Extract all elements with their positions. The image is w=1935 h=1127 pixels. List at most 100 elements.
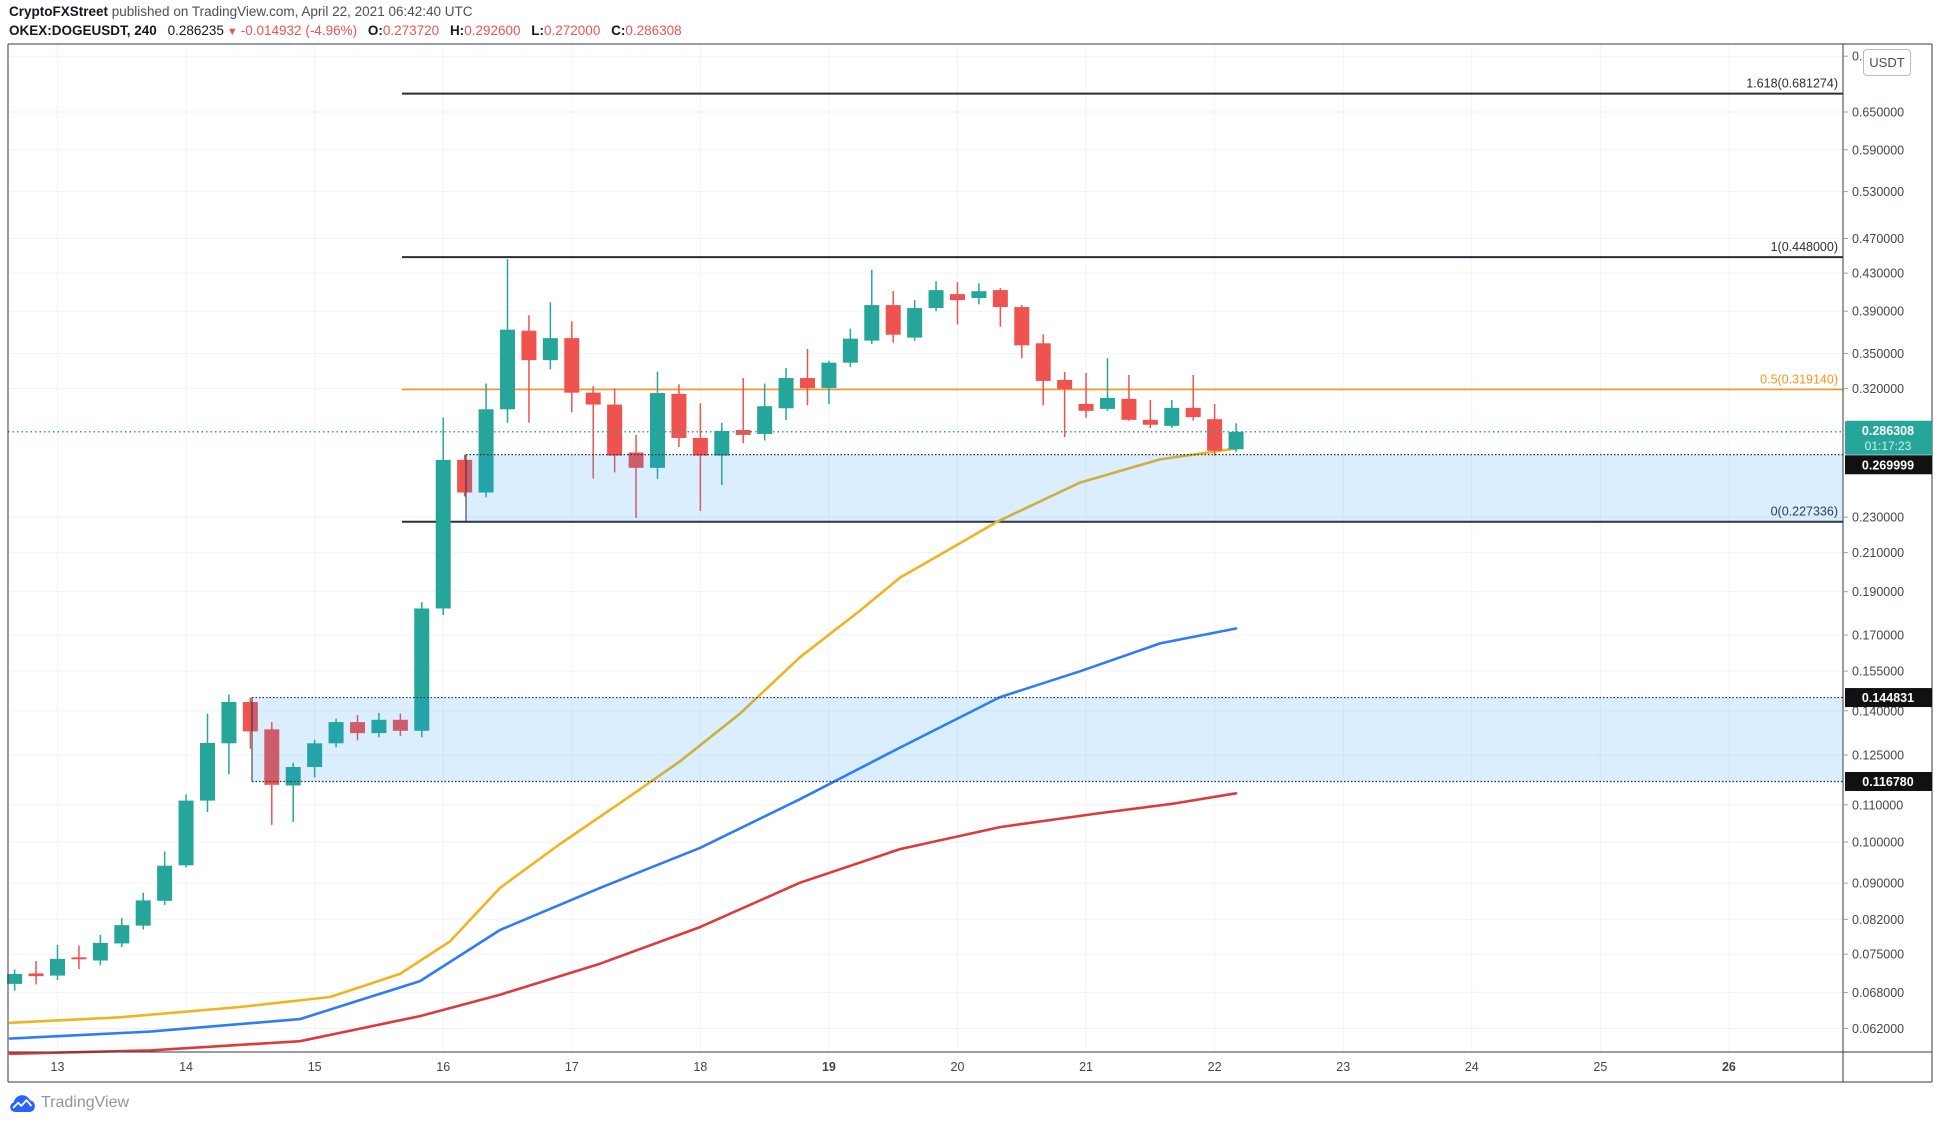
low-value: 0.272000 [544,23,601,38]
price-tick-label: 0.350000 [1852,347,1904,361]
price-tick-label: 0.470000 [1852,232,1904,246]
candle-body [135,900,151,926]
candle-body [714,430,730,456]
fib-label: 1(0.448000) [1771,240,1838,254]
currency-unit-button[interactable]: USDT [1863,49,1911,76]
candle-body [1228,431,1244,450]
candle [157,851,173,905]
candle-body [1057,379,1073,389]
candle [499,259,515,423]
ma-red-line [8,791,1238,1056]
price-tick-label: 0.590000 [1852,143,1904,157]
candle [1057,372,1073,438]
time-tick-label: 18 [693,1060,707,1074]
time-tick-label: 19 [822,1060,836,1074]
candlestick-series[interactable] [7,259,1244,991]
tradingview-attribution[interactable]: TradingView [10,1094,129,1112]
candle-body [799,378,815,389]
candle-body [371,719,387,734]
open-value: 0.273720 [382,23,440,38]
candle [28,961,44,985]
time-tick-label: 24 [1465,1060,1479,1074]
candle-body [607,404,623,456]
candle [907,300,923,341]
candle [799,348,815,406]
candle-body [50,958,65,976]
symbol-title[interactable]: OKEX:DOGEUSDT, 240 [9,23,157,38]
candle-body [585,392,601,405]
close-label: C: [611,23,626,38]
candle-body [392,719,408,731]
candle-body [199,743,215,801]
candle [714,422,730,485]
candle [1185,374,1201,421]
candle [1035,334,1051,406]
candle [992,288,1008,327]
price-tick-label: 0.230000 [1852,511,1904,525]
candle-body [264,729,280,785]
candle [1207,404,1223,456]
candle-body [435,459,451,609]
candle-body [499,329,515,410]
price-tick-label: 0.140000 [1852,704,1904,718]
candle-body [885,305,901,335]
candle-body [1014,307,1030,346]
attribution-line: CryptoFXStreet published on TradingView.… [9,3,682,22]
candle [414,602,430,738]
candle [778,368,794,421]
price-tick-label: 0.430000 [1852,267,1904,281]
time-tick-label: 21 [1079,1060,1093,1074]
candle-body [328,722,344,744]
candle [178,794,194,868]
price-tick-label: 0.075000 [1852,948,1904,962]
candle-body [521,330,537,361]
candle [542,302,558,370]
candle [457,454,473,497]
time-tick-label: 13 [51,1060,65,1074]
current-price-badge [1845,420,1932,455]
tradingview-logo-text: TradingView [41,1094,130,1111]
time-tick-label: 23 [1336,1060,1350,1074]
candle [521,315,537,423]
price-zones[interactable] [251,454,1843,783]
grid-lines [8,44,1843,1052]
candle [264,722,280,825]
candle [50,944,65,980]
candle [221,694,237,775]
price-tick-label: 0.650000 [1852,106,1904,120]
candle-body [564,338,580,393]
candle [199,713,215,812]
candle-body [1142,419,1158,425]
candle [349,714,365,741]
fib-retracement[interactable]: 1.618(0.681274) 1(0.448000) 0.5(0.319140) 0… [402,77,1843,523]
time-scale[interactable]: 13 14 15 16 17 18 19 20 21 22 23 24 25 26 [51,1060,1736,1074]
candle [1164,399,1180,428]
candle-body [928,290,944,309]
candle-body [949,294,965,301]
candle [478,383,494,498]
zone-area [252,697,1843,782]
publish-info: published on TradingView.com, April 22, … [108,4,473,19]
candle [949,282,965,325]
symbol-legend: OKEX:DOGEUSDT, 240 0.286235 ▼ -0.014932 (-… [9,22,682,41]
candle [971,283,987,305]
price-tick-label: 0.390000 [1852,305,1904,319]
candle-body [907,308,923,338]
candle-body [1185,407,1201,418]
candle-body [757,406,773,434]
candle [564,321,580,413]
price-tick-label: 0.090000 [1852,877,1904,891]
price-scale[interactable]: 0.7500000.6500000.5900000.5300000.470000… [1844,50,1904,1036]
candle [135,892,151,930]
price-tick-label: 0.530000 [1852,185,1904,199]
candle [1099,358,1115,411]
candle-body [1121,398,1137,420]
candle [1142,399,1158,429]
price-tick-label: 0.062000 [1852,1022,1904,1036]
candle [371,713,387,738]
candle-body [542,338,558,361]
high-value: 0.292600 [464,23,521,38]
candle-body [842,338,858,363]
candle-body [114,925,130,944]
